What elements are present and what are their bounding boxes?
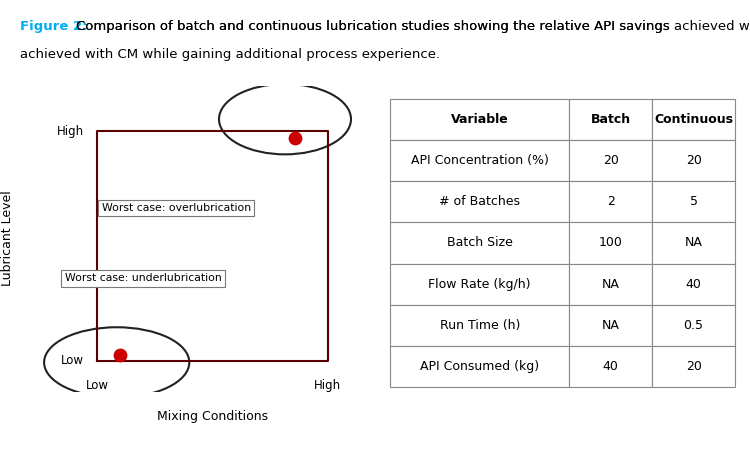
Bar bbox=[652, 346, 735, 387]
Text: 5: 5 bbox=[689, 195, 698, 208]
Text: Comparison of batch and continuous lubrication studies showing the relative API : Comparison of batch and continuous lubri… bbox=[76, 20, 750, 33]
Text: NA: NA bbox=[602, 278, 619, 291]
Text: High: High bbox=[314, 379, 341, 392]
Text: Lubricant Level: Lubricant Level bbox=[2, 191, 14, 286]
Ellipse shape bbox=[44, 327, 189, 398]
Text: 40: 40 bbox=[603, 360, 619, 373]
Bar bbox=[652, 99, 735, 140]
Bar bbox=[569, 140, 652, 181]
Text: # of Batches: # of Batches bbox=[440, 195, 520, 208]
Text: NA: NA bbox=[602, 319, 619, 332]
Text: achieved with CM while gaining additional process experience.: achieved with CM while gaining additiona… bbox=[20, 48, 440, 61]
Bar bbox=[569, 346, 652, 387]
Text: NA: NA bbox=[685, 237, 703, 249]
Bar bbox=[652, 305, 735, 346]
Text: 20: 20 bbox=[686, 360, 701, 373]
Text: 0.5: 0.5 bbox=[683, 319, 703, 332]
Bar bbox=[390, 222, 569, 264]
Text: Low: Low bbox=[86, 379, 109, 392]
Text: Batch Size: Batch Size bbox=[447, 237, 513, 249]
Text: 2: 2 bbox=[607, 195, 615, 208]
Text: Comparison of batch and continuous lubrication studies showing the relative API : Comparison of batch and continuous lubri… bbox=[76, 20, 670, 33]
Bar bbox=[652, 140, 735, 181]
Text: Batch: Batch bbox=[591, 113, 631, 126]
Text: API Consumed (kg): API Consumed (kg) bbox=[420, 360, 539, 373]
Bar bbox=[390, 99, 569, 140]
Point bbox=[289, 134, 301, 141]
Text: High: High bbox=[56, 125, 84, 138]
Bar bbox=[390, 346, 569, 387]
Bar bbox=[652, 222, 735, 264]
Text: 20: 20 bbox=[603, 154, 619, 167]
Bar bbox=[569, 264, 652, 305]
Bar bbox=[390, 140, 569, 181]
Text: Low: Low bbox=[61, 355, 84, 367]
Bar bbox=[569, 99, 652, 140]
Text: Mixing Conditions: Mixing Conditions bbox=[157, 410, 268, 423]
Text: 40: 40 bbox=[686, 278, 701, 291]
Ellipse shape bbox=[219, 84, 351, 154]
Bar bbox=[390, 264, 569, 305]
Bar bbox=[390, 181, 569, 222]
Text: Run Time (h): Run Time (h) bbox=[440, 319, 520, 332]
Text: Flow Rate (kg/h): Flow Rate (kg/h) bbox=[428, 278, 531, 291]
Text: Worst case: overlubrication: Worst case: overlubrication bbox=[101, 203, 250, 213]
Text: Worst case: underlubrication: Worst case: underlubrication bbox=[64, 273, 221, 284]
Text: Continuous: Continuous bbox=[654, 113, 733, 126]
Bar bbox=[652, 181, 735, 222]
Bar bbox=[569, 305, 652, 346]
Text: 100: 100 bbox=[598, 237, 622, 249]
Bar bbox=[652, 264, 735, 305]
Text: Figure 2:: Figure 2: bbox=[20, 20, 88, 33]
Bar bbox=[569, 181, 652, 222]
Point bbox=[114, 351, 126, 358]
Text: 20: 20 bbox=[686, 154, 701, 167]
Bar bbox=[390, 305, 569, 346]
Text: API Concentration (%): API Concentration (%) bbox=[411, 154, 549, 167]
Bar bbox=[569, 222, 652, 264]
Text: Variable: Variable bbox=[451, 113, 509, 126]
